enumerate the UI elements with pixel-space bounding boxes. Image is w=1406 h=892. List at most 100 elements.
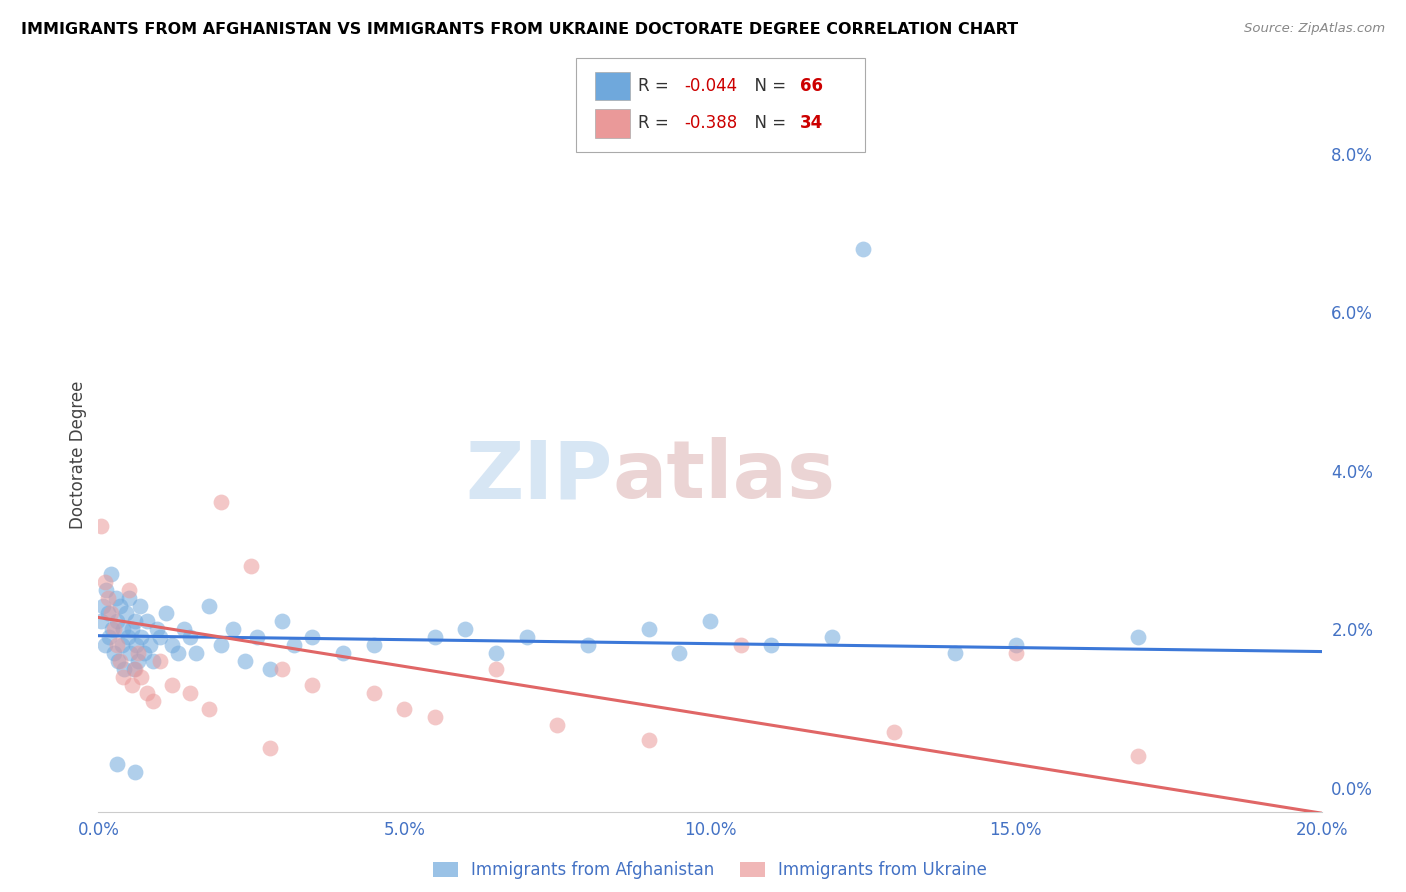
- Point: [821, 630, 844, 644]
- Point: [363, 686, 385, 700]
- Point: [100, 566, 122, 581]
- Point: [111, 623, 134, 637]
- Point: [100, 607, 122, 621]
- Point: [104, 591, 127, 605]
- Point: [423, 709, 446, 723]
- Text: ZIP: ZIP: [465, 437, 612, 516]
- Point: [129, 630, 152, 644]
- Point: [240, 558, 263, 573]
- Point: [120, 646, 142, 660]
- Point: [209, 495, 232, 509]
- Point: [516, 630, 538, 644]
- Point: [118, 591, 141, 605]
- Point: [129, 599, 152, 613]
- Point: [98, 630, 121, 644]
- Text: N =: N =: [744, 78, 792, 95]
- Point: [197, 701, 219, 715]
- Point: [730, 638, 752, 652]
- Point: [108, 599, 131, 613]
- Point: [121, 623, 143, 637]
- Point: [1004, 646, 1026, 660]
- Point: [485, 662, 508, 676]
- Point: [197, 599, 219, 613]
- Point: [93, 574, 115, 589]
- Point: [301, 630, 323, 644]
- Point: [149, 654, 172, 668]
- Point: [139, 638, 162, 652]
- Point: [127, 646, 149, 660]
- Point: [125, 638, 148, 652]
- Point: [423, 630, 446, 644]
- Point: [546, 717, 568, 731]
- Point: [283, 638, 305, 652]
- Legend: Immigrants from Afghanistan, Immigrants from Ukraine: Immigrants from Afghanistan, Immigrants …: [426, 855, 994, 886]
- Point: [97, 591, 120, 605]
- Point: [186, 646, 208, 660]
- Text: R =: R =: [638, 114, 675, 132]
- Point: [136, 686, 159, 700]
- Point: [233, 654, 256, 668]
- Point: [111, 670, 134, 684]
- Point: [485, 646, 508, 660]
- Point: [107, 654, 129, 668]
- Point: [1128, 749, 1150, 764]
- Text: Source: ZipAtlas.com: Source: ZipAtlas.com: [1244, 22, 1385, 36]
- Point: [209, 638, 232, 652]
- Point: [124, 662, 146, 676]
- Point: [270, 662, 294, 676]
- Text: atlas: atlas: [612, 437, 835, 516]
- Point: [246, 630, 269, 644]
- Point: [103, 623, 125, 637]
- Point: [136, 615, 159, 629]
- Text: R =: R =: [638, 78, 675, 95]
- Point: [699, 615, 721, 629]
- Point: [149, 630, 172, 644]
- Point: [124, 765, 146, 780]
- Point: [90, 615, 112, 629]
- Point: [108, 654, 131, 668]
- Point: [883, 725, 905, 739]
- Point: [101, 623, 124, 637]
- Point: [259, 662, 281, 676]
- Text: 66: 66: [800, 78, 823, 95]
- Point: [1004, 638, 1026, 652]
- Point: [638, 733, 661, 747]
- Point: [173, 623, 195, 637]
- Text: 34: 34: [800, 114, 824, 132]
- Point: [167, 646, 190, 660]
- Point: [142, 654, 165, 668]
- Point: [93, 638, 115, 652]
- Point: [179, 686, 201, 700]
- Text: N =: N =: [744, 114, 792, 132]
- Point: [115, 607, 138, 621]
- Point: [142, 694, 165, 708]
- Point: [363, 638, 385, 652]
- Point: [761, 638, 783, 652]
- Point: [97, 607, 120, 621]
- Text: IMMIGRANTS FROM AFGHANISTAN VS IMMIGRANTS FROM UKRAINE DOCTORATE DEGREE CORRELAT: IMMIGRANTS FROM AFGHANISTAN VS IMMIGRANT…: [21, 22, 1018, 37]
- Point: [668, 646, 690, 660]
- Point: [222, 623, 245, 637]
- Point: [127, 654, 149, 668]
- Point: [111, 638, 134, 652]
- Point: [105, 638, 128, 652]
- Point: [121, 678, 143, 692]
- Point: [1128, 630, 1150, 644]
- Point: [179, 630, 201, 644]
- Point: [112, 662, 135, 676]
- Point: [576, 638, 599, 652]
- Text: -0.044: -0.044: [685, 78, 738, 95]
- Point: [145, 623, 167, 637]
- Point: [105, 615, 128, 629]
- Point: [105, 757, 128, 772]
- Point: [117, 630, 139, 644]
- Point: [943, 646, 966, 660]
- Point: [392, 701, 416, 715]
- Point: [638, 623, 661, 637]
- Point: [301, 678, 323, 692]
- Point: [134, 646, 156, 660]
- Point: [124, 615, 146, 629]
- Point: [118, 582, 141, 597]
- Point: [270, 615, 294, 629]
- Point: [332, 646, 354, 660]
